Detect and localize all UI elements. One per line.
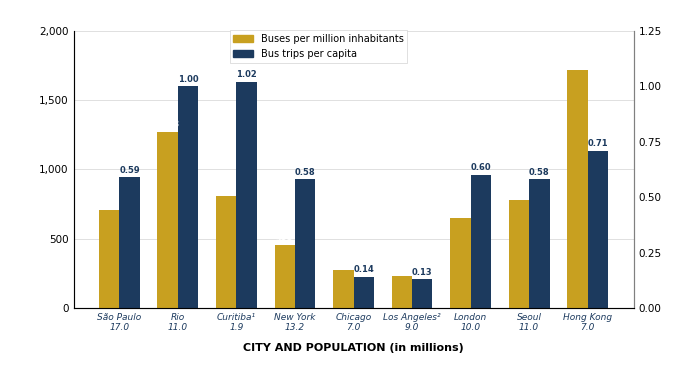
Bar: [178, 86, 198, 308]
Text: 0.71: 0.71: [587, 139, 608, 148]
Text: 1.00: 1.00: [178, 75, 199, 84]
Bar: [120, 177, 140, 308]
Bar: [237, 82, 257, 308]
X-axis label: CITY AND POPULATION (in millions): CITY AND POPULATION (in millions): [243, 343, 464, 353]
Text: 782: 782: [510, 188, 528, 197]
Text: 0.58: 0.58: [295, 168, 316, 177]
Bar: [333, 270, 354, 308]
Text: 1.02: 1.02: [237, 70, 257, 79]
Text: 271: 271: [335, 259, 352, 268]
Text: 1273: 1273: [156, 120, 179, 129]
Text: 0.59: 0.59: [120, 166, 140, 175]
Text: 455: 455: [276, 233, 293, 243]
Bar: [391, 276, 412, 308]
Text: 233: 233: [393, 264, 410, 273]
Text: 0.58: 0.58: [529, 168, 550, 177]
Bar: [354, 277, 374, 308]
Bar: [450, 218, 470, 308]
Text: 0.13: 0.13: [412, 268, 433, 277]
Bar: [470, 175, 491, 308]
Text: NUMBER OF BUSES PER MILLION INHABITANTS: NUMBER OF BUSES PER MILLION INHABITANTS: [15, 74, 24, 311]
Text: 1714: 1714: [566, 59, 589, 68]
Bar: [529, 179, 550, 308]
Text: DAILY BUS TRIPS PER CAPITA: DAILY BUS TRIPS PER CAPITA: [676, 119, 685, 266]
Bar: [274, 245, 295, 308]
Text: 650: 650: [452, 206, 469, 216]
Bar: [295, 179, 316, 308]
Text: 706: 706: [101, 199, 118, 208]
Bar: [99, 210, 120, 308]
Bar: [509, 199, 529, 308]
Bar: [216, 196, 237, 308]
Bar: [158, 132, 178, 308]
Legend: Buses per million inhabitants, Bus trips per capita: Buses per million inhabitants, Bus trips…: [230, 30, 407, 63]
Text: 0.60: 0.60: [470, 164, 491, 172]
Text: 811: 811: [218, 184, 235, 193]
Bar: [587, 151, 608, 308]
Bar: [412, 279, 433, 308]
Bar: [567, 70, 587, 308]
Text: 0.14: 0.14: [354, 266, 374, 275]
